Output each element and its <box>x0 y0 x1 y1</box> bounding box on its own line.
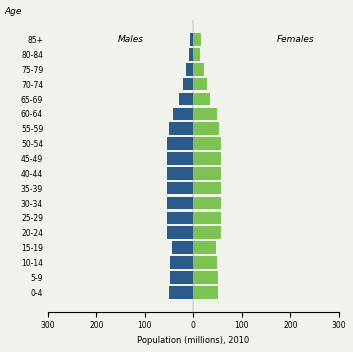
Bar <box>167 167 193 180</box>
Bar <box>193 241 216 254</box>
Bar <box>193 33 201 46</box>
Bar <box>167 137 193 150</box>
Bar <box>167 212 193 224</box>
Bar <box>193 78 207 90</box>
Bar <box>193 122 219 135</box>
Bar <box>167 182 193 195</box>
Bar <box>167 226 193 239</box>
Bar <box>179 93 193 105</box>
Bar <box>193 286 217 298</box>
Bar <box>193 271 217 284</box>
Bar <box>193 93 210 105</box>
Bar <box>193 108 217 120</box>
Bar <box>170 271 193 284</box>
Bar <box>193 48 200 61</box>
Bar <box>193 137 221 150</box>
X-axis label: Population (millions), 2010: Population (millions), 2010 <box>137 336 250 345</box>
Bar <box>189 48 193 61</box>
Bar <box>172 241 193 254</box>
Bar <box>193 226 221 239</box>
Bar <box>193 167 221 180</box>
Bar <box>167 152 193 165</box>
Bar <box>193 63 204 76</box>
Bar <box>169 286 193 298</box>
Bar <box>191 33 193 46</box>
Bar <box>193 212 221 224</box>
Bar <box>170 256 193 269</box>
Bar <box>169 122 193 135</box>
Text: Males: Males <box>117 35 143 44</box>
Text: Females: Females <box>276 35 314 44</box>
Bar <box>193 197 221 209</box>
Bar <box>193 182 221 195</box>
Bar <box>173 108 193 120</box>
Bar <box>167 197 193 209</box>
Bar <box>193 152 221 165</box>
Text: Age: Age <box>4 7 22 15</box>
Bar <box>183 78 193 90</box>
Bar <box>186 63 193 76</box>
Bar <box>193 256 217 269</box>
